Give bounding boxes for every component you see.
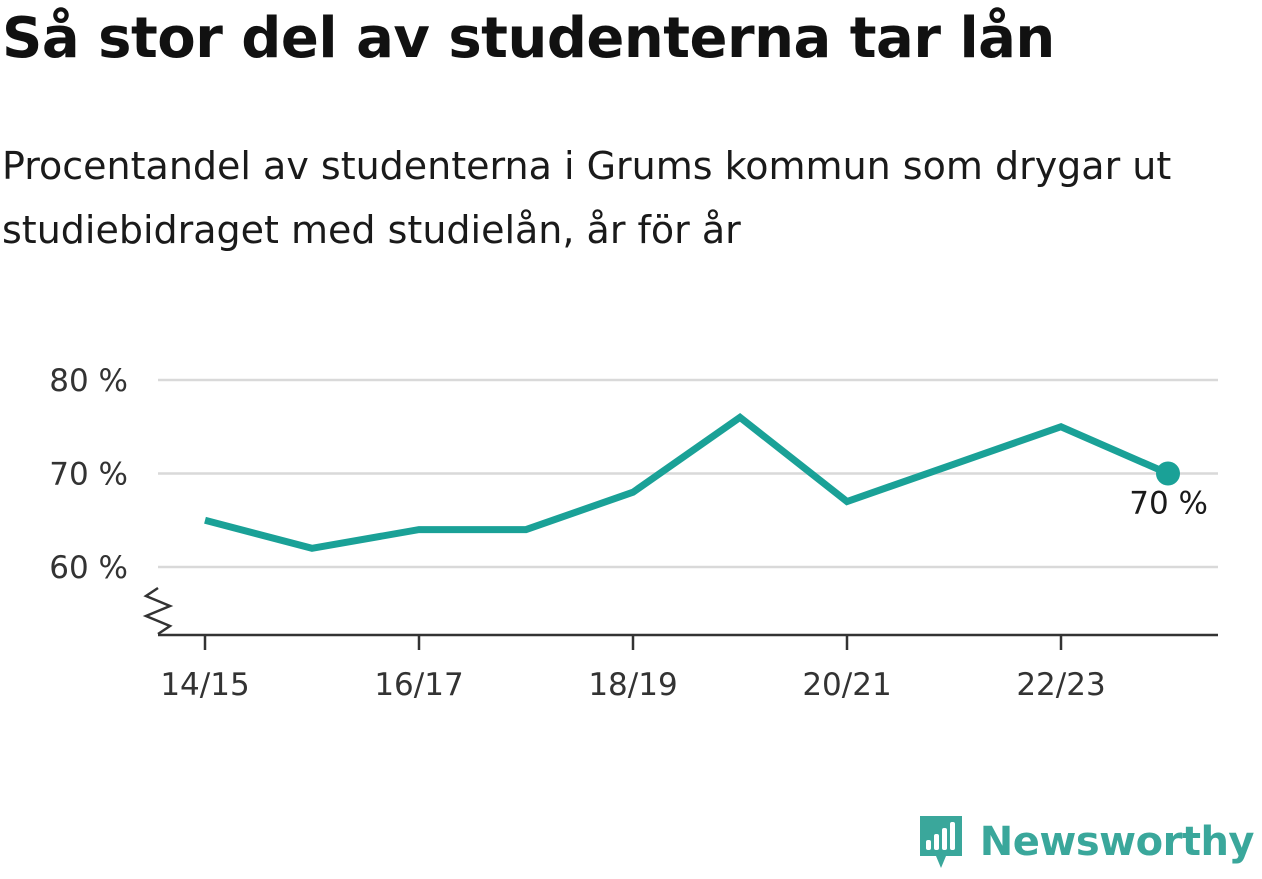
y-tick-label: 60 %	[49, 550, 128, 586]
brand-name: Newsworthy	[979, 819, 1255, 865]
y-axis-labels: 60 % 70 % 80 %	[49, 363, 128, 586]
series-line	[204, 413, 1170, 552]
chart-title: Så stor del av studenterna tar lån	[2, 6, 1055, 71]
axis-break-icon	[142, 586, 174, 636]
end-value-label: 70 %	[1129, 486, 1208, 522]
series: 70 %	[204, 413, 1208, 552]
x-tick-label: 22/23	[1016, 667, 1105, 703]
bar-chart-icon	[919, 816, 962, 868]
x-tick-label: 14/15	[160, 667, 249, 703]
chart-subtitle: Procentandel av studenterna i Grums komm…	[2, 144, 1172, 252]
x-axis: 14/15 16/17 18/19 20/21 22/23	[142, 586, 1218, 703]
x-tick-label: 20/21	[802, 667, 891, 703]
gridlines	[158, 378, 1218, 569]
y-tick-label: 70 %	[49, 457, 128, 493]
end-point-marker	[1156, 461, 1180, 486]
y-tick-label: 80 %	[49, 363, 128, 399]
x-tick-label: 16/17	[374, 667, 463, 703]
newsworthy-logo: Newsworthy	[916, 811, 1255, 873]
x-tick-label: 18/19	[588, 667, 677, 703]
